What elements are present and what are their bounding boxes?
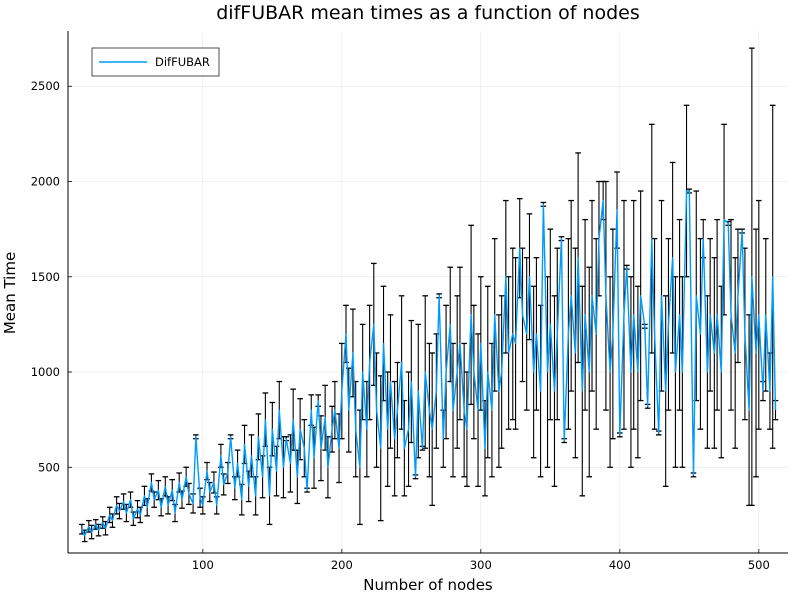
x-tick-label: 500 — [748, 558, 770, 572]
y-tick-label: 2500 — [31, 79, 60, 93]
legend: DifFUBAR — [91, 47, 220, 77]
tick-labels: 100 200 300 400 500 500 1000 1500 2000 2500 — [31, 79, 770, 572]
x-tick-label: 200 — [331, 558, 353, 572]
x-tick-label: 100 — [192, 558, 214, 572]
x-axis-label: Number of nodes — [363, 576, 493, 594]
x-tick-label: 300 — [470, 558, 492, 572]
y-axis-label: Mean Time — [1, 252, 19, 334]
series-line-diffubar — [81, 190, 777, 537]
y-tick-label: 1000 — [31, 365, 60, 379]
y-tick-label: 500 — [38, 460, 60, 474]
axes — [67, 31, 788, 554]
y-tick-label: 2000 — [31, 175, 60, 189]
y-tick-label: 1500 — [31, 270, 60, 284]
x-tick-label: 400 — [609, 558, 631, 572]
legend-label-diffubar: DifFUBAR — [155, 55, 210, 69]
chart-title: difFUBAR mean times as a function of nod… — [216, 2, 640, 24]
